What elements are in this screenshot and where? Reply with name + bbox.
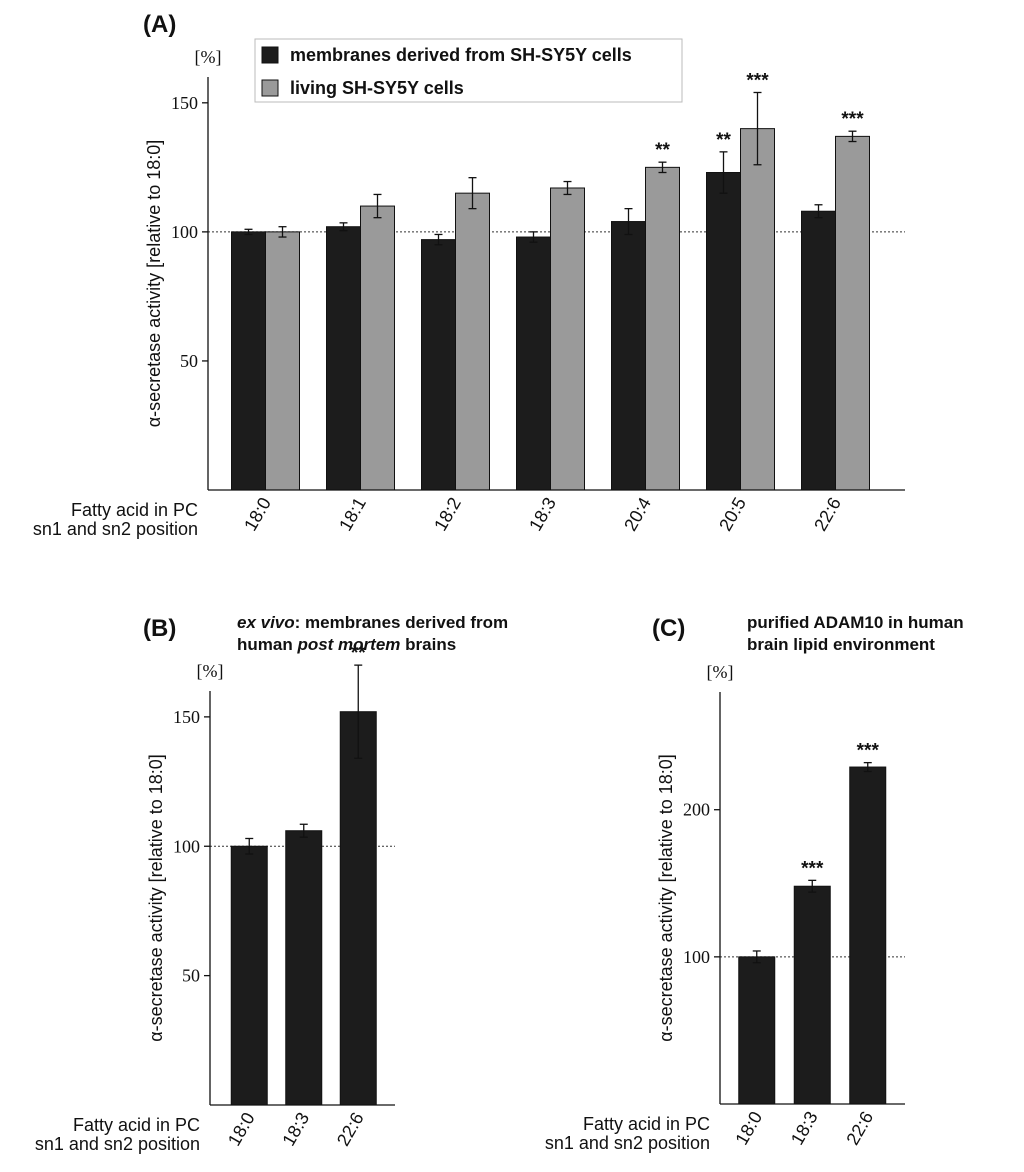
bar [793,885,831,1105]
bar [849,766,887,1105]
bar [611,221,646,491]
unit-label: [%] [707,662,734,682]
chart-title: human post mortem brains [237,635,456,654]
y-tick-label: 50 [182,966,200,986]
bar [740,128,775,491]
title-part: : membranes derived from [295,613,509,632]
bar [706,172,741,491]
legend-box [254,38,683,103]
significance-label: *** [746,70,769,91]
bar [738,956,776,1105]
y-tick-label: 100 [171,222,198,242]
title-part: ex vivo [237,613,295,632]
title-part: purified ADAM10 in human [747,613,964,632]
unit-label: [%] [195,47,222,67]
y-tick-label: 150 [171,93,198,113]
x-axis-label: Fatty acid in PC [73,1115,200,1135]
unit-label: [%] [197,661,224,681]
title-part: brain lipid environment [747,635,935,654]
panel-label: (B) [143,615,176,642]
significance-label: ** [351,643,366,664]
x-tick-label: 18:2 [430,494,465,534]
bar [801,210,836,491]
y-tick-label: 100 [173,836,200,856]
x-tick-label: 18:0 [224,1109,259,1149]
bar [421,239,456,491]
title-part: brains [400,635,456,654]
x-tick-label: 18:3 [787,1108,822,1148]
bar [645,166,680,491]
y-axis-label: α-secretase activity [relative to 18:0] [656,754,676,1042]
title-part: post mortem [296,635,400,654]
y-tick-label: 150 [173,707,200,727]
significance-label: *** [801,858,824,879]
bar [516,236,551,491]
chart-title: purified ADAM10 in human [747,613,964,632]
bar [326,226,361,491]
panel-label: (C) [652,615,685,642]
bar [360,205,395,491]
panel-label: (A) [143,11,176,38]
chart-title: brain lipid environment [747,635,935,654]
x-tick-label: 22:6 [842,1108,877,1148]
significance-label: ** [716,130,731,151]
x-tick-label: 22:6 [810,494,845,534]
x-tick-label: 18:3 [525,494,560,534]
x-axis-label: sn1 and sn2 position [33,519,198,539]
chart-title: ex vivo: membranes derived from [237,613,508,632]
x-axis-label: sn1 and sn2 position [35,1134,200,1154]
bar [285,830,323,1106]
x-tick-label: 18:3 [278,1109,313,1149]
bar [230,845,268,1106]
bar [231,231,266,491]
y-tick-label: 200 [683,800,710,820]
bar [835,135,870,491]
legend-swatch [261,79,279,97]
significance-label: ** [655,140,670,161]
y-tick-label: 50 [180,351,198,371]
x-axis-label: Fatty acid in PC [71,500,198,520]
bar [339,711,377,1106]
y-tick-label: 100 [683,947,710,967]
x-tick-label: 18:1 [335,494,370,534]
significance-label: *** [857,741,880,762]
bar [265,231,300,491]
significance-label: *** [841,109,864,130]
x-axis-label: sn1 and sn2 position [545,1133,710,1153]
bar [455,192,490,491]
legend-label: membranes derived from SH-SY5Y cells [290,45,632,65]
x-tick-label: 18:0 [731,1108,766,1148]
legend-label: living SH-SY5Y cells [290,78,464,98]
y-axis-label: α-secretase activity [relative to 18:0] [144,140,164,428]
legend-swatch [261,46,279,64]
title-part: human [237,635,297,654]
bar [550,187,585,491]
x-tick-label: 18:0 [240,494,275,534]
x-tick-label: 22:6 [333,1109,368,1149]
x-tick-label: 20:5 [715,494,750,534]
x-axis-label: Fatty acid in PC [583,1114,710,1134]
y-axis-label: α-secretase activity [relative to 18:0] [146,754,166,1042]
x-tick-label: 20:4 [620,494,655,534]
